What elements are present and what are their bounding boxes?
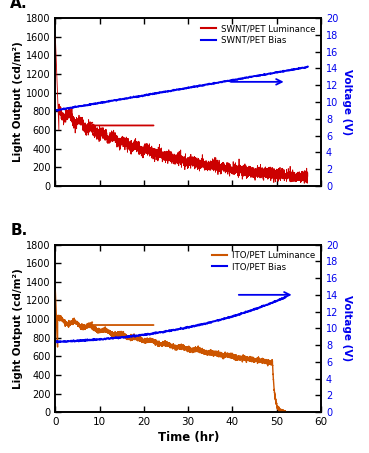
Legend: SWNT/PET Luminance, SWNT/PET Bias: SWNT/PET Luminance, SWNT/PET Bias [199, 23, 317, 47]
Y-axis label: Voltage (V): Voltage (V) [342, 295, 352, 361]
Y-axis label: Light Output (cd/m²): Light Output (cd/m²) [13, 42, 23, 162]
Text: B.: B. [10, 223, 27, 238]
Text: A.: A. [10, 0, 28, 11]
Y-axis label: Light Output (cd/m²): Light Output (cd/m²) [13, 268, 23, 389]
Y-axis label: Voltage (V): Voltage (V) [342, 69, 352, 135]
X-axis label: Time (hr): Time (hr) [158, 431, 219, 444]
Legend: ITO/PET Luminance, ITO/PET Bias: ITO/PET Luminance, ITO/PET Bias [210, 249, 317, 273]
